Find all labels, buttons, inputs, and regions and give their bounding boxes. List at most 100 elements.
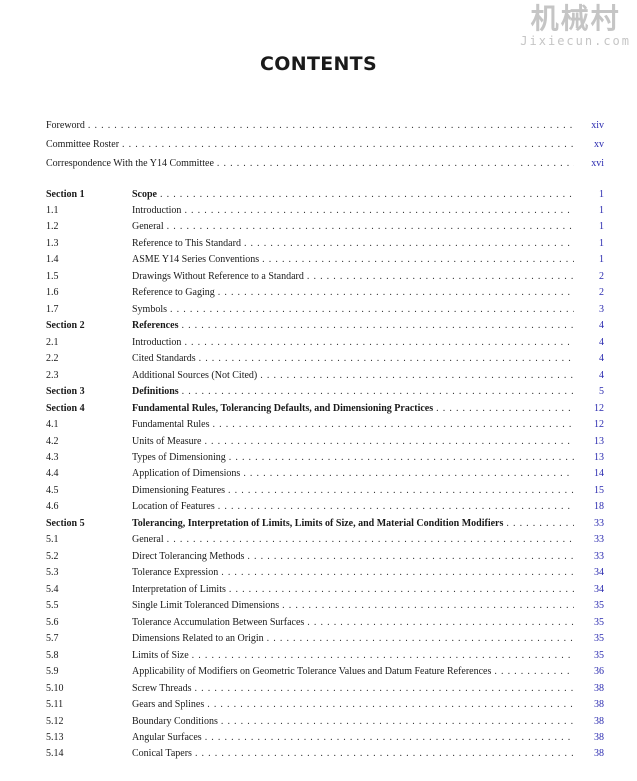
toc-section-entry[interactable]: Section 5 Tolerancing, Interpretation of …: [46, 515, 604, 531]
page-number-link[interactable]: 4: [599, 336, 604, 348]
entry-title[interactable]: Introduction: [132, 204, 182, 216]
toc-entry[interactable]: 5.1 General 33: [46, 532, 604, 548]
toc-entry[interactable]: 2.2 Cited Standards 4: [46, 351, 604, 367]
toc-entry[interactable]: 5.6 Tolerance Accumulation Between Surfac…: [46, 614, 604, 630]
page-number-link[interactable]: 4: [599, 320, 604, 332]
toc-entry[interactable]: 1.6 Reference to Gaging 2: [46, 285, 604, 301]
page-number-link[interactable]: 12: [594, 402, 604, 414]
page-number-link[interactable]: 38: [594, 732, 604, 743]
entry-title[interactable]: Dimensioning Features: [132, 484, 226, 496]
page-number-link[interactable]: 38: [594, 682, 604, 694]
toc-section-entry[interactable]: Section 3 Definitions 5: [46, 384, 604, 400]
page-number-link[interactable]: 14: [594, 468, 604, 480]
entry-title[interactable]: Committee Roster: [46, 138, 120, 150]
toc-entry[interactable]: 1.2 General 1: [46, 219, 604, 235]
page-number-link[interactable]: 1: [599, 188, 604, 200]
toc-entry[interactable]: 4.5 Dimensioning Features 15: [46, 482, 604, 498]
entry-title[interactable]: Direct Tolerancing Methods: [132, 550, 245, 562]
toc-entry[interactable]: 5.11 Gears and Splines 38: [46, 697, 604, 713]
entry-title[interactable]: Reference to This Standard: [132, 237, 241, 249]
entry-title[interactable]: Introduction: [132, 336, 182, 348]
page-number-link[interactable]: 5: [599, 386, 604, 398]
entry-title[interactable]: Tolerance Accumulation Between Surfaces: [132, 616, 305, 628]
page-number-link[interactable]: 35: [594, 649, 604, 661]
entry-title[interactable]: Boundary Conditions: [132, 715, 218, 727]
toc-entry[interactable]: 5.4 Interpretation of Limits 34: [46, 581, 604, 597]
toc-entry[interactable]: 5.9 Applicability of Modifiers on Geometr…: [46, 664, 604, 680]
toc-entry[interactable]: 2.3 Additional Sources (Not Cited) 4: [46, 367, 604, 383]
page-number-link[interactable]: 34: [594, 583, 604, 595]
entry-title[interactable]: Dimensions Related to an Origin: [132, 633, 264, 645]
toc-entry[interactable]: 2.1 Introduction 4: [46, 334, 604, 350]
page-number-link[interactable]: xiv: [591, 119, 604, 131]
page-number-link[interactable]: 38: [594, 715, 604, 727]
toc-entry[interactable]: 5.14 Conical Tapers 38: [46, 746, 604, 762]
page-number-link[interactable]: 2: [599, 270, 604, 282]
toc-entry[interactable]: 5.13 Angular Surfaces 38: [46, 730, 604, 746]
entry-title[interactable]: Location of Features: [132, 501, 215, 513]
page-number-link[interactable]: 2: [599, 287, 604, 299]
entry-title[interactable]: Application of Dimensions: [132, 468, 241, 480]
page-number-link[interactable]: 13: [594, 452, 604, 464]
toc-entry[interactable]: 5.10 Screw Threads 38: [46, 680, 604, 696]
toc-entry[interactable]: 5.8 Limits of Size 35: [46, 647, 604, 663]
page-number-link[interactable]: 38: [594, 699, 604, 711]
entry-title[interactable]: Single Limit Toleranced Dimensions: [132, 600, 280, 612]
page-number-link[interactable]: 18: [594, 501, 604, 513]
entry-title[interactable]: References: [132, 320, 179, 332]
entry-title[interactable]: Additional Sources (Not Cited): [132, 369, 258, 381]
page-number-link[interactable]: 4: [599, 353, 604, 365]
page-number-link[interactable]: 15: [594, 484, 604, 496]
toc-entry[interactable]: 5.2 Direct Tolerancing Methods 33: [46, 548, 604, 564]
entry-title[interactable]: General: [132, 221, 164, 233]
page-number-link[interactable]: 1: [599, 254, 604, 266]
page-number-link[interactable]: 12: [594, 419, 604, 431]
entry-title[interactable]: General: [132, 534, 164, 546]
entry-title[interactable]: Angular Surfaces: [132, 732, 202, 743]
entry-title[interactable]: Cited Standards: [132, 353, 196, 365]
toc-section-entry[interactable]: Section 1 Scope 1: [46, 186, 604, 202]
front-matter-entry[interactable]: Foreword xiv: [46, 117, 604, 133]
page-number-link[interactable]: 1: [599, 237, 604, 249]
entry-title[interactable]: Fundamental Rules, Tolerancing Defaults,…: [132, 402, 434, 414]
entry-title[interactable]: Types of Dimensioning: [132, 452, 226, 464]
front-matter-entry[interactable]: Correspondence With the Y14 Committee xvi: [46, 155, 604, 171]
page-number-link[interactable]: 1: [599, 221, 604, 233]
page-number-link[interactable]: 33: [594, 534, 604, 546]
entry-title[interactable]: Symbols: [132, 303, 168, 315]
toc-entry[interactable]: 4.2 Units of Measure 13: [46, 433, 604, 449]
entry-title[interactable]: Definitions: [132, 386, 179, 398]
page-number-link[interactable]: 33: [594, 550, 604, 562]
toc-entry[interactable]: 5.5 Single Limit Toleranced Dimensions 35: [46, 598, 604, 614]
page-number-link[interactable]: xvi: [591, 157, 604, 169]
toc-entry[interactable]: 4.3 Types of Dimensioning 13: [46, 450, 604, 466]
page-number-link[interactable]: 34: [594, 567, 604, 579]
page-number-link[interactable]: 4: [599, 369, 604, 381]
page-number-link[interactable]: 38: [594, 748, 604, 760]
toc-section-entry[interactable]: Section 2 References 4: [46, 318, 604, 334]
entry-title[interactable]: Conical Tapers: [132, 748, 192, 760]
toc-entry[interactable]: 1.4 ASME Y14 Series Conventions 1: [46, 252, 604, 268]
toc-entry[interactable]: 4.4 Application of Dimensions 14: [46, 466, 604, 482]
entry-title[interactable]: Tolerancing, Interpretation of Limits, L…: [132, 517, 504, 529]
toc-entry[interactable]: 5.12 Boundary Conditions 38: [46, 713, 604, 729]
entry-title[interactable]: Limits of Size: [132, 649, 189, 661]
entry-title[interactable]: ASME Y14 Series Conventions: [132, 254, 260, 266]
page-number-link[interactable]: xv: [594, 138, 604, 150]
front-matter-entry[interactable]: Committee Roster xv: [46, 136, 604, 152]
entry-title[interactable]: Scope: [132, 188, 157, 200]
entry-title[interactable]: Correspondence With the Y14 Committee: [46, 157, 214, 169]
entry-title[interactable]: Interpretation of Limits: [132, 583, 226, 595]
page-number-link[interactable]: 3: [599, 303, 604, 315]
page-number-link[interactable]: 36: [594, 666, 604, 678]
toc-section-entry[interactable]: Section 4 Fundamental Rules, Tolerancing …: [46, 400, 604, 416]
toc-entry[interactable]: 1.1 Introduction 1: [46, 202, 604, 218]
toc-entry[interactable]: 5.7 Dimensions Related to an Origin 35: [46, 631, 604, 647]
page-number-link[interactable]: 1: [599, 204, 604, 216]
toc-entry[interactable]: 4.6 Location of Features 18: [46, 499, 604, 515]
page-number-link[interactable]: 35: [594, 616, 604, 628]
entry-title[interactable]: Tolerance Expression: [132, 567, 219, 579]
page-number-link[interactable]: 35: [594, 633, 604, 645]
toc-entry[interactable]: 1.5 Drawings Without Reference to a Stand…: [46, 268, 604, 284]
toc-entry[interactable]: 1.3 Reference to This Standard 1: [46, 235, 604, 251]
